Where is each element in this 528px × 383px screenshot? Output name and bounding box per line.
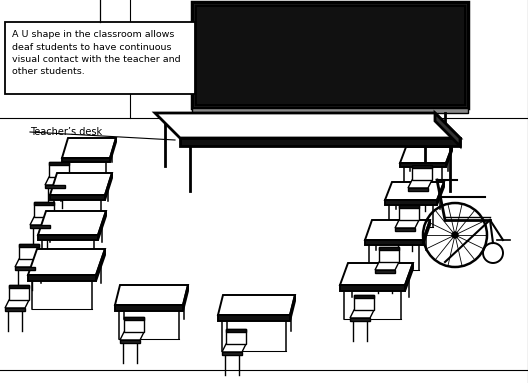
Polygon shape [115, 305, 183, 311]
Polygon shape [5, 308, 25, 311]
Polygon shape [15, 259, 39, 267]
Bar [192, 108, 468, 113]
Polygon shape [412, 165, 432, 168]
Polygon shape [45, 177, 69, 185]
Polygon shape [19, 244, 39, 247]
Polygon shape [446, 147, 452, 167]
Polygon shape [435, 113, 460, 146]
Polygon shape [30, 217, 54, 225]
Polygon shape [379, 247, 399, 250]
Polygon shape [105, 173, 112, 200]
Polygon shape [354, 295, 374, 310]
Polygon shape [155, 113, 460, 138]
Polygon shape [9, 285, 29, 288]
Polygon shape [218, 315, 290, 321]
Polygon shape [375, 262, 399, 270]
Polygon shape [62, 158, 110, 162]
Polygon shape [385, 182, 444, 200]
Polygon shape [28, 249, 105, 275]
Polygon shape [62, 138, 116, 158]
Polygon shape [365, 220, 430, 240]
Polygon shape [115, 285, 188, 305]
Polygon shape [9, 285, 29, 300]
Polygon shape [49, 162, 69, 165]
Polygon shape [379, 247, 399, 262]
Polygon shape [395, 220, 419, 228]
Polygon shape [412, 165, 432, 180]
Polygon shape [385, 200, 437, 205]
Polygon shape [5, 300, 29, 308]
Bar [192, 2, 468, 108]
Polygon shape [30, 225, 50, 228]
Polygon shape [423, 220, 430, 245]
Polygon shape [110, 138, 116, 162]
Polygon shape [350, 310, 374, 318]
Text: A U shape in the classroom allows
deaf students to have continuous
visual contac: A U shape in the classroom allows deaf s… [12, 30, 181, 77]
Bar [195, 5, 465, 105]
Polygon shape [400, 163, 446, 167]
Polygon shape [365, 240, 423, 245]
Bar [5, 22, 195, 94]
Polygon shape [124, 317, 144, 320]
Polygon shape [437, 182, 444, 205]
Polygon shape [400, 147, 452, 163]
Polygon shape [120, 332, 144, 340]
Polygon shape [50, 195, 105, 200]
Polygon shape [34, 202, 54, 217]
Polygon shape [50, 173, 112, 195]
Polygon shape [180, 138, 460, 146]
Polygon shape [399, 205, 419, 208]
Polygon shape [290, 295, 295, 321]
Polygon shape [226, 329, 246, 332]
Polygon shape [375, 270, 395, 273]
Polygon shape [399, 205, 419, 220]
Polygon shape [19, 244, 39, 259]
Polygon shape [183, 285, 188, 311]
Polygon shape [38, 211, 106, 235]
Polygon shape [124, 317, 144, 332]
Circle shape [452, 232, 458, 238]
Polygon shape [218, 295, 295, 315]
Polygon shape [340, 285, 405, 291]
Polygon shape [45, 185, 65, 188]
Polygon shape [98, 211, 106, 240]
Polygon shape [34, 202, 54, 205]
Polygon shape [222, 344, 246, 352]
Polygon shape [15, 267, 35, 270]
Polygon shape [395, 228, 415, 231]
Polygon shape [408, 180, 432, 188]
Polygon shape [96, 249, 105, 281]
Polygon shape [405, 263, 413, 291]
Polygon shape [408, 188, 428, 191]
Polygon shape [340, 263, 413, 285]
Polygon shape [222, 352, 242, 355]
Polygon shape [38, 235, 98, 240]
Polygon shape [120, 340, 140, 343]
Polygon shape [226, 329, 246, 344]
Polygon shape [28, 275, 96, 281]
Text: Teacher’s desk: Teacher’s desk [30, 127, 102, 137]
Polygon shape [49, 162, 69, 177]
Polygon shape [354, 295, 374, 298]
Polygon shape [350, 318, 370, 321]
